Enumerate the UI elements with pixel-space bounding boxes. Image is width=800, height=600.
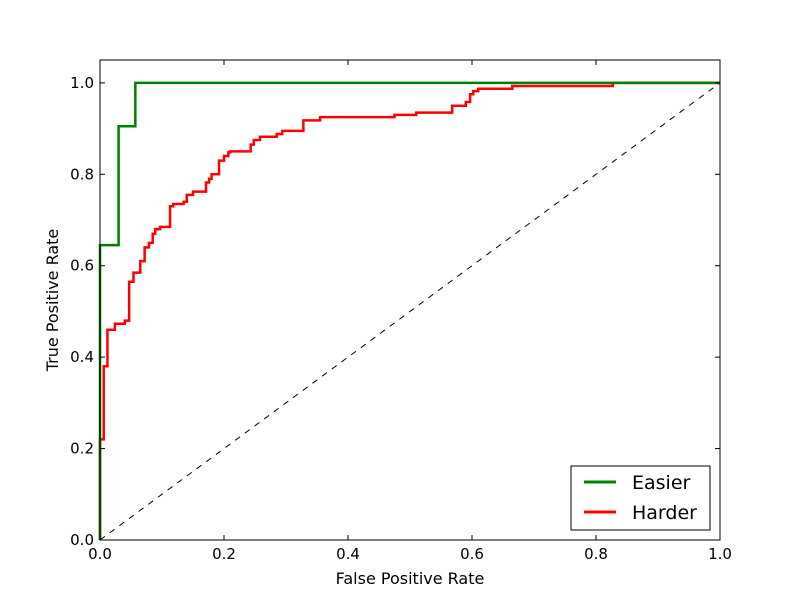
y-tick-label: 1.0	[70, 74, 94, 92]
x-tick-label: 0.2	[212, 545, 236, 563]
y-axis-label: True Positive Rate	[43, 229, 62, 373]
x-tick-label: 0.6	[460, 545, 484, 563]
axes-frame	[99, 59, 721, 541]
y-tick-label: 0.8	[70, 165, 94, 183]
legend: Easier Harder	[570, 465, 711, 531]
plot-area	[98, 81, 721, 541]
y-tick-label: 0.6	[70, 257, 94, 275]
chance-diagonal-line	[99, 82, 721, 541]
x-tick-label: 0.8	[584, 545, 608, 563]
y-tick-label: 0.0	[70, 531, 94, 549]
y-tick-label: 0.2	[70, 440, 94, 458]
x-tick-label: 0.0	[88, 545, 112, 563]
legend-label-harder: Harder	[632, 502, 697, 524]
x-tick-label: 1.0	[708, 545, 732, 563]
axes: 0.0 0.2 0.4 0.6 0.8 1.0 0.0 0.2 0.4 0.6 0.8 1.0	[70, 59, 732, 563]
series-line-easier	[98, 81, 720, 540]
legend-box	[570, 465, 711, 531]
x-axis-label: False Positive Rate	[336, 569, 485, 588]
y-tick-label: 0.4	[70, 348, 94, 366]
legend-label-easier: Easier	[632, 472, 691, 494]
series-line-harder	[98, 81, 720, 540]
x-tick-label: 0.4	[336, 545, 360, 563]
